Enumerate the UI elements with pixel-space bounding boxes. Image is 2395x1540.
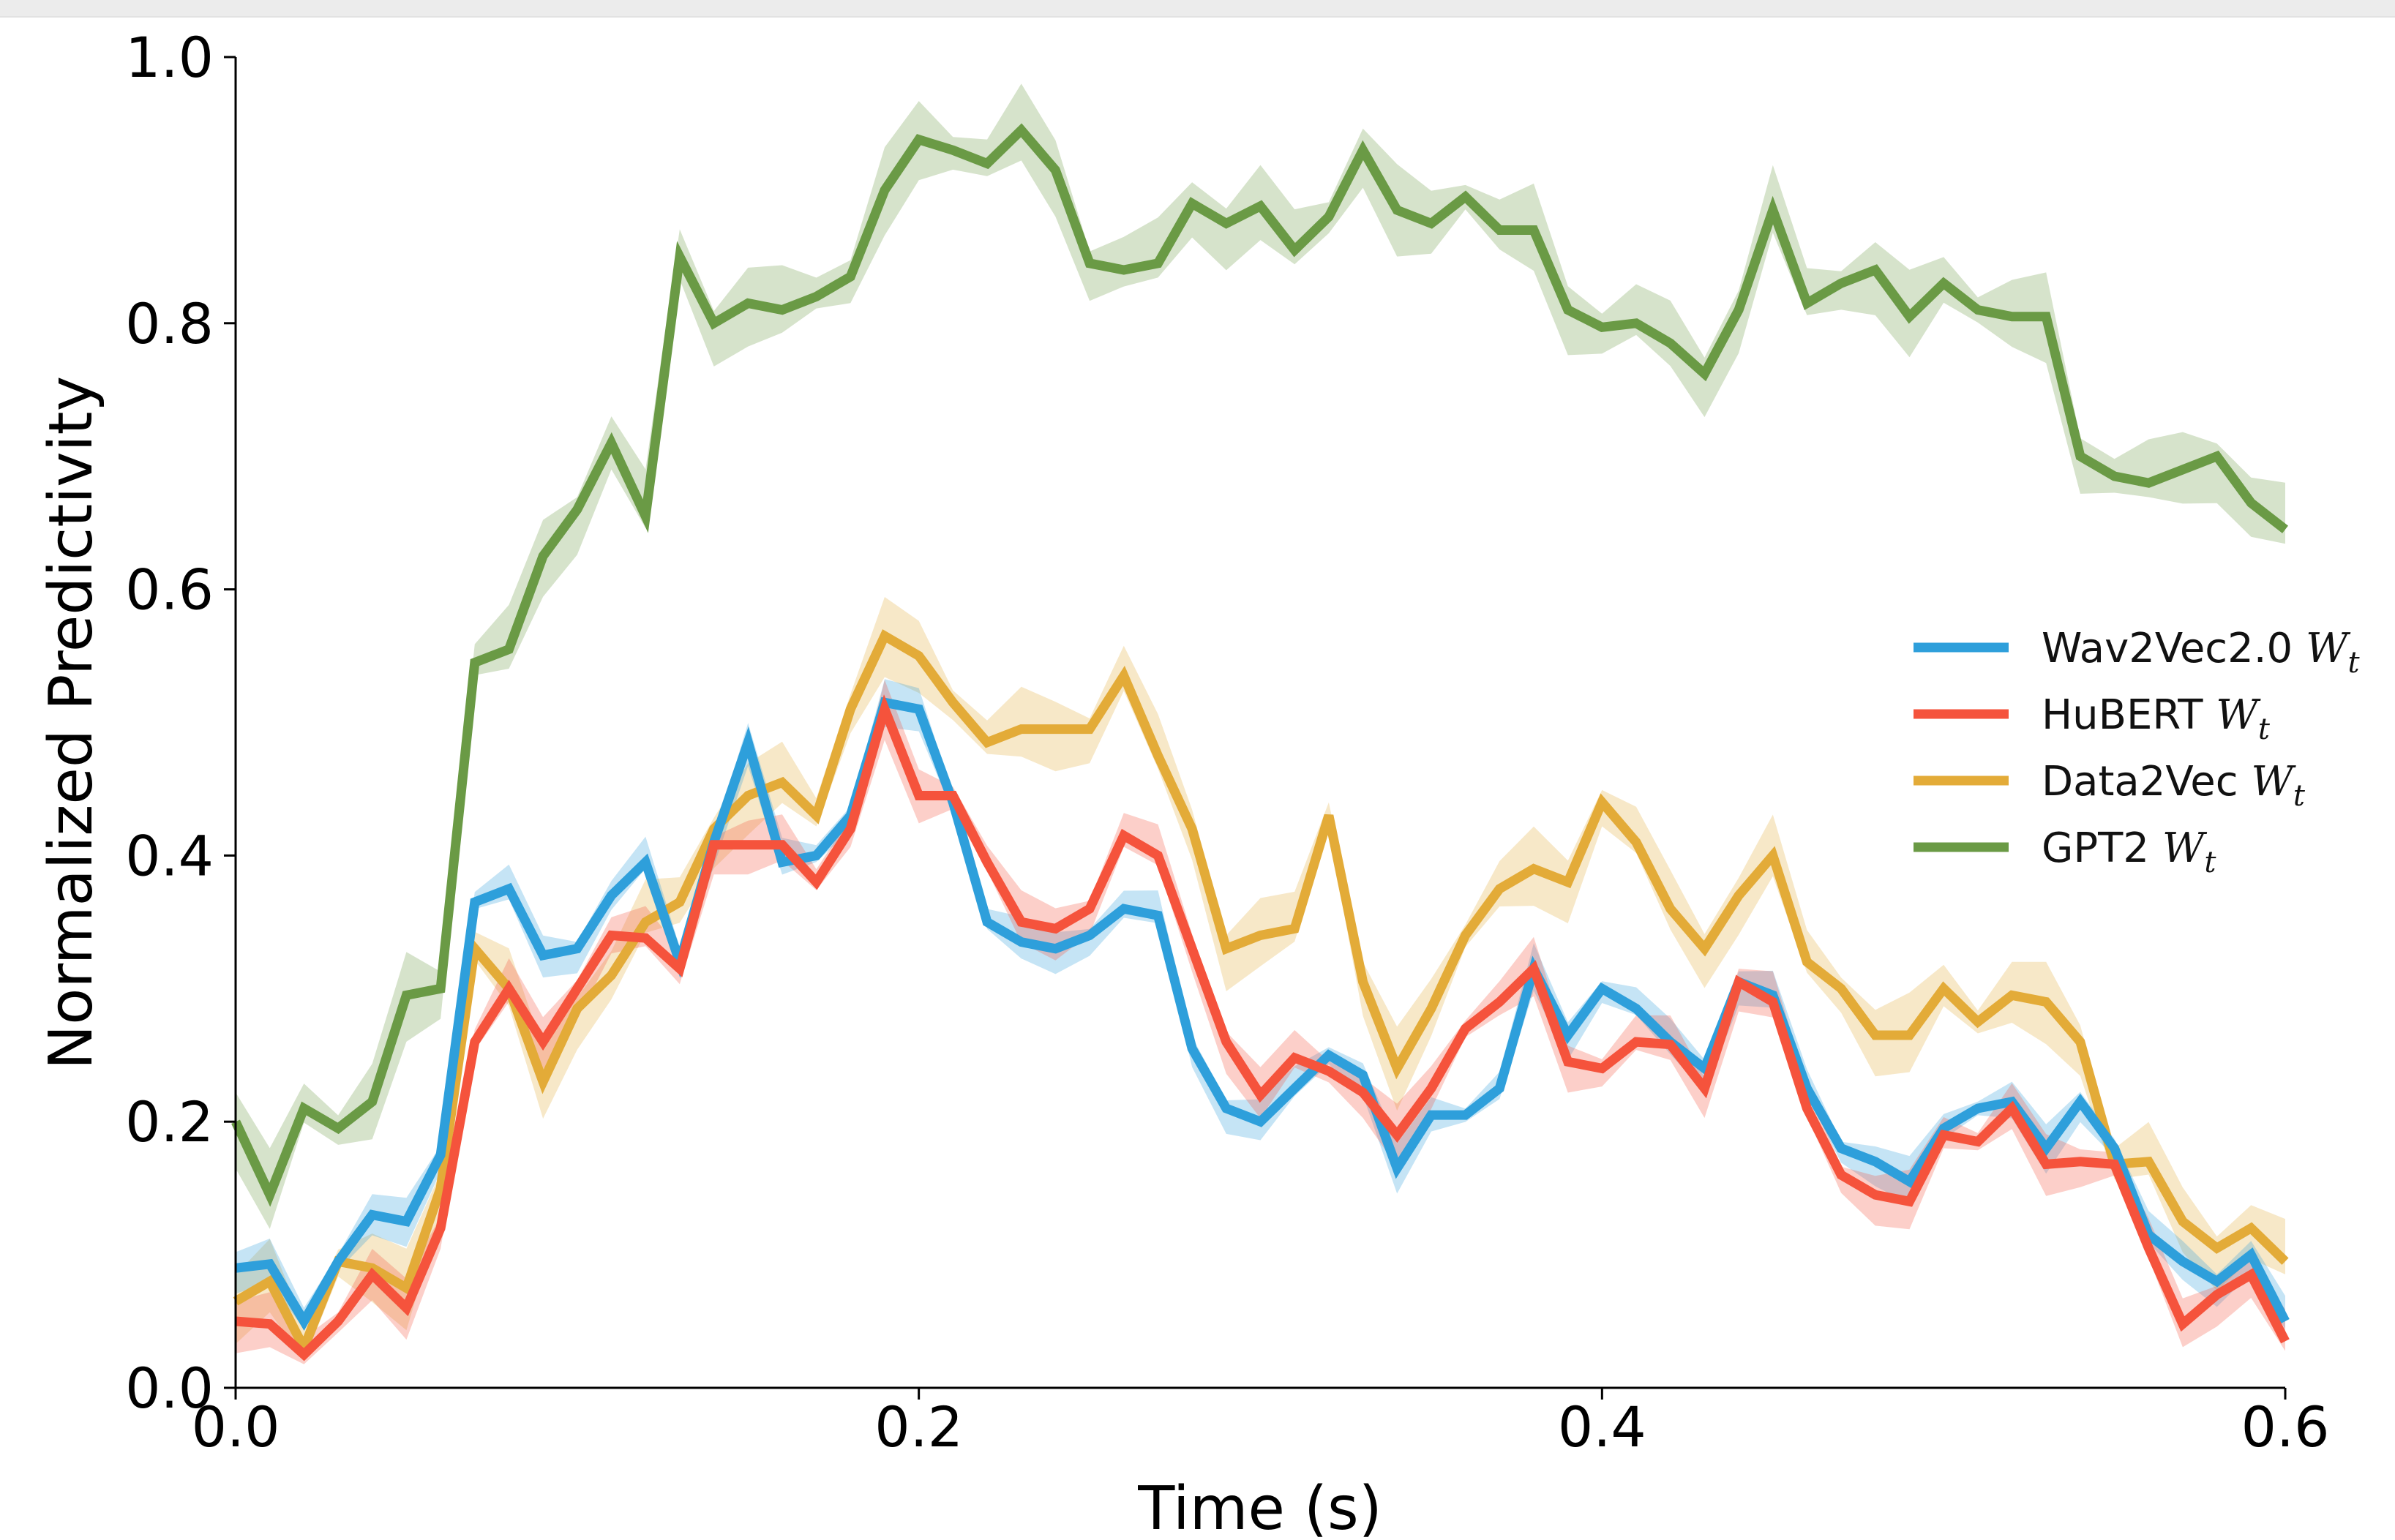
- legend-math-subscript: t: [2348, 646, 2361, 680]
- axes: [234, 57, 2285, 1389]
- hubert-band: [236, 680, 2285, 1364]
- y-ticks: 0.0 0.2 0.4 0.6 0.8 1.0: [125, 25, 236, 1421]
- series-lines: [231, 123, 2290, 1361]
- y-tick-label: 0.6: [125, 557, 214, 623]
- legend-math-symbol: W: [2251, 758, 2296, 805]
- legend-series-name: GPT2: [2042, 825, 2162, 872]
- legend-label-wav2vec2-0: Wav2Vec2.0 Wt: [2042, 625, 2361, 680]
- x-tick-label: 0.0: [192, 1394, 280, 1460]
- x-ticks: 0.0 0.2 0.4 0.6: [192, 1388, 2330, 1460]
- wav2vec2-0-line: [235, 696, 2290, 1331]
- legend-math-symbol: W: [2162, 825, 2208, 872]
- hubert-line: [235, 694, 2290, 1361]
- x-tick-label: 0.4: [1558, 1394, 1646, 1460]
- gpt2-line: [231, 123, 2288, 1207]
- x-tick-label: 0.2: [874, 1394, 963, 1460]
- x-axis-label: Time (s): [1137, 1474, 1382, 1540]
- window-top-strip: [0, 0, 2395, 18]
- data2vec-band: [236, 597, 2285, 1361]
- legend-label-gpt2: GPT2 Wt: [2042, 825, 2216, 879]
- y-tick-label: 0.8: [125, 291, 214, 356]
- confidence-bands: [236, 83, 2285, 1364]
- legend-label-hubert: HuBERT Wt: [2042, 691, 2271, 746]
- legend-series-name: Data2Vec: [2042, 758, 2251, 805]
- y-tick-label: 0.4: [125, 823, 214, 888]
- legend-math-subscript: t: [2258, 713, 2271, 746]
- legend-math-subscript: t: [2204, 846, 2216, 879]
- legend-label-data2vec: Data2Vec Wt: [2042, 758, 2306, 813]
- legend-series-name: HuBERT: [2042, 691, 2216, 739]
- y-axis-label: Normalized Predictivity: [37, 376, 106, 1070]
- legend-math-subscript: t: [2293, 779, 2306, 813]
- y-tick-label: 0.2: [125, 1089, 214, 1154]
- y-tick-label: 0.0: [125, 1356, 214, 1421]
- x-tick-label: 0.6: [2241, 1394, 2330, 1460]
- data2vec-line: [233, 629, 2289, 1360]
- legend-series-name: Wav2Vec2.0: [2042, 625, 2306, 672]
- y-tick-label: 1.0: [125, 25, 214, 90]
- legend-math-symbol: W: [2306, 625, 2351, 672]
- legend-math-symbol: W: [2216, 691, 2261, 739]
